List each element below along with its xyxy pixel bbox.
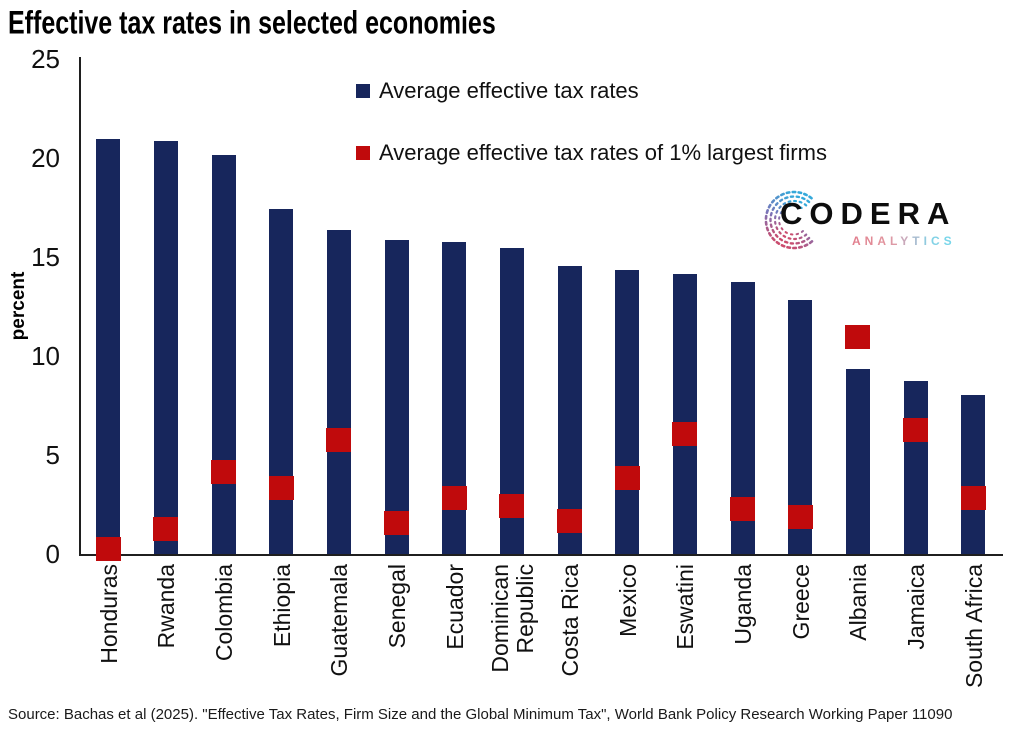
marker-mexico <box>614 465 640 490</box>
y-axis-tick-label: 0 <box>45 539 60 569</box>
logo-wordmark: CODERA <box>780 196 957 231</box>
marker-eswatini <box>672 422 698 447</box>
source-citation: Source: Bachas et al (2025). "Effective … <box>8 706 953 723</box>
legend-item-largest-firms-etr: Average effective tax rates of 1% larges… <box>356 140 827 166</box>
marker-dominican-republic <box>499 493 525 518</box>
bar-ethiopia <box>269 208 294 556</box>
marker-jamaica <box>903 418 929 443</box>
marker-guatemala <box>326 428 352 453</box>
chart-title: Effective tax rates in selected economie… <box>8 5 496 42</box>
bar-costa-rica <box>557 265 582 556</box>
marker-costa-rica <box>557 509 583 534</box>
marker-colombia <box>211 459 237 484</box>
marker-greece <box>787 505 813 530</box>
bar-albania <box>845 368 870 556</box>
marker-rwanda <box>153 517 179 542</box>
y-axis-tick-label: 10 <box>31 341 60 371</box>
legend-swatch-navy <box>356 84 370 98</box>
bar-guatemala <box>326 230 351 556</box>
marker-uganda <box>730 497 756 522</box>
bar-south-africa <box>961 394 986 556</box>
y-axis-tick-label: 25 <box>31 44 60 74</box>
marker-ethiopia <box>268 475 294 500</box>
marker-honduras <box>95 537 121 562</box>
marker-ecuador <box>441 485 467 510</box>
x-axis-line <box>79 554 1003 556</box>
codera-logo-icon <box>764 190 814 250</box>
y-axis-line <box>79 57 81 556</box>
y-axis-tick-label: 20 <box>31 143 60 173</box>
codera-analytics-logo: CODERA ANALYTICS <box>762 186 962 256</box>
marker-south-africa <box>960 485 986 510</box>
bar-honduras <box>96 139 121 556</box>
marker-albania <box>845 325 871 350</box>
logo-subtext: ANALYTICS <box>852 234 956 248</box>
y-axis-tick-label: 15 <box>31 242 60 272</box>
y-axis-tick-label: 5 <box>45 440 60 470</box>
legend-item-average-etr: Average effective tax rates <box>356 78 639 104</box>
legend-label: Average effective tax rates of 1% larges… <box>379 140 827 165</box>
bar-mexico <box>615 269 640 556</box>
bar-rwanda <box>153 141 178 556</box>
legend-swatch-red <box>356 146 370 160</box>
bar-eswatini <box>672 273 697 556</box>
bar-colombia <box>211 155 236 556</box>
marker-senegal <box>384 511 410 536</box>
bar-senegal <box>384 240 409 556</box>
bar-jamaica <box>903 380 928 556</box>
legend-label: Average effective tax rates <box>379 78 639 103</box>
